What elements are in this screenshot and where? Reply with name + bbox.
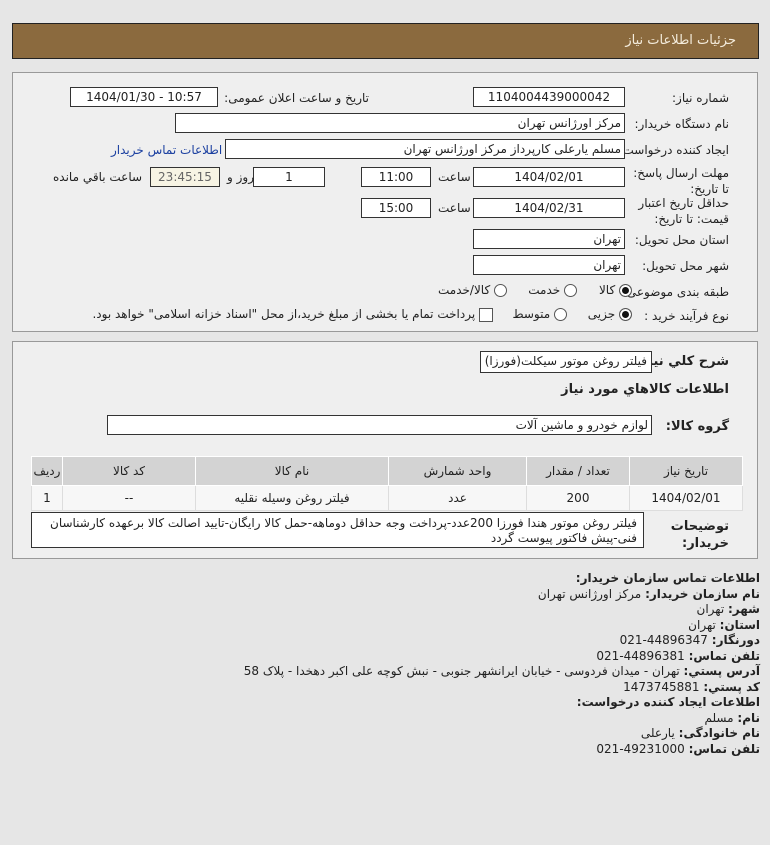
category-radio-goods[interactable]: کالا (599, 283, 632, 297)
validity-label: حداقل تاریخ اعتبار قیمت: تا تاریخ: (638, 196, 729, 226)
goods-group-label: گروه کالا: (665, 419, 729, 434)
goods-section-title: اطلاعات کالاهاي مورد نیاز (561, 382, 729, 397)
creator-phone-value: 49231000-021 (596, 741, 685, 756)
city-label: شهر: (728, 602, 760, 616)
process-label: نوع فرآیند خرید : (644, 309, 729, 323)
process-radio-medium[interactable]: متوسط (512, 307, 567, 321)
family-value: یارعلی (640, 726, 675, 740)
radio-icon (494, 284, 507, 297)
description-label: شرح کلي نیاز: (635, 354, 729, 369)
deadline-label: مهلت ارسال پاسخ: تا تاریخ: (633, 166, 729, 196)
creator-label: ایجاد کننده درخواست: (618, 143, 729, 157)
announce-field: 1404/01/30 - 10:57 (70, 87, 218, 107)
deadline-date-field: 1404/02/01 (473, 167, 625, 187)
table-header-row: ردیف کد کالا نام کالا واحد شمارش تعداد /… (31, 456, 743, 486)
validity-time-label: ساعت (438, 201, 471, 215)
category-label: طبقه بندی موضوعی: (622, 285, 729, 299)
cell-name: فیلتر روغن وسیله نقلیه (195, 485, 389, 511)
option-label: جزیی (587, 307, 616, 321)
org-label: نام سازمان خریدار: (645, 586, 760, 601)
phone-label: تلفن تماس: (688, 648, 760, 663)
announce-label: تاریخ و ساعت اعلان عمومی: (224, 91, 369, 105)
province-value: تهران (688, 617, 716, 632)
deadline-time-label: ساعت (438, 170, 471, 184)
option-label: کالا/خدمت (437, 283, 491, 297)
page-header: جزئیات اطلاعات نیاز (12, 23, 759, 59)
treasury-payment-checkbox[interactable]: پرداخت تمام یا بخشی از مبلغ خرید،از محل … (92, 307, 493, 322)
address-value: تهران - میدان فردوسی - خیابان ایرانشهر ج… (243, 664, 680, 678)
contact-title: اطلاعات تماس سازمان خریدار: (575, 571, 760, 585)
validity-date-field: 1404/02/31 (473, 198, 625, 218)
page-title: جزئیات اطلاعات نیاز (625, 33, 736, 48)
cell-qty: 200 (526, 485, 630, 511)
col-code: کد کالا (62, 456, 196, 486)
description-field: فیلتر روغن موتور سیکلت(فورزا) (479, 351, 652, 373)
fax-value: 44896347-021 (619, 633, 708, 647)
family-label: نام خانوادگی: (678, 726, 760, 740)
days-label: روز و (227, 170, 254, 184)
buyer-org-label: نام دستگاه خریدار: (634, 117, 730, 131)
creator-info-title: اطلاعات ایجاد کننده درخواست: (576, 695, 760, 709)
category-radio-service[interactable]: خدمت (528, 283, 577, 297)
need-number-field: 1104004439000042 (473, 87, 625, 107)
remaining-label: ساعت باقي مانده (53, 170, 143, 184)
col-date: تاریخ نیاز (629, 456, 743, 486)
need-info-panel: شماره نیاز: 1104004439000042 تاریخ و ساع… (12, 72, 758, 332)
option-label: کالا (598, 283, 616, 297)
province-field: تهران (473, 229, 625, 249)
cell-code: -- (62, 485, 196, 511)
name-label: نام: (737, 710, 760, 725)
city-field: تهران (473, 255, 625, 275)
remaining-time-field: 23:45:15 (150, 167, 220, 187)
checkbox-label: پرداخت تمام یا بخشی از مبلغ خرید،از محل … (92, 307, 476, 321)
cell-date: 1404/02/01 (629, 485, 743, 511)
name-value: مسلم (704, 710, 734, 725)
col-qty: تعداد / مقدار (526, 456, 630, 486)
buyer-org-field: مرکز اورژانس تهران (175, 113, 625, 133)
category-radio-both[interactable]: کالا/خدمت (438, 283, 507, 297)
buyer-contact-link[interactable]: اطلاعات تماس خریدار (111, 143, 223, 157)
deadline-time-field: 11:00 (361, 167, 431, 187)
radio-selected-icon (619, 308, 632, 321)
days-field: 1 (253, 167, 325, 187)
fax-label: دورنگار: (711, 633, 760, 647)
postal-label: کد پستي: (703, 679, 760, 694)
radio-icon (564, 284, 577, 297)
creator-phone-label: تلفن تماس: (688, 741, 760, 756)
option-label: متوسط (512, 307, 551, 321)
buyer-contact-info: اطلاعات تماس سازمان خریدار: نام سازمان خ… (244, 571, 760, 757)
col-row: ردیف (31, 456, 63, 486)
province-label: استان محل تحویل: (634, 233, 729, 247)
buyer-notes-label: توضیحات خریدار: (670, 519, 729, 551)
creator-field: مسلم یارعلی کارپرداز مرکز اورژانس تهران (225, 139, 625, 159)
cell-unit: عدد (388, 485, 527, 511)
radio-selected-icon (619, 284, 632, 297)
table-row: 1 -- فیلتر روغن وسیله نقلیه عدد 200 1404… (31, 485, 743, 511)
need-number-label: شماره نیاز: (672, 91, 729, 105)
cell-row: 1 (31, 485, 63, 511)
col-name: نام کالا (195, 456, 389, 486)
validity-time-field: 15:00 (361, 198, 431, 218)
province-label: استان: (719, 617, 760, 632)
col-unit: واحد شمارش (388, 456, 527, 486)
checkbox-icon (479, 307, 493, 322)
org-value: مرکز اورژانس تهران (537, 586, 642, 601)
goods-table: ردیف کد کالا نام کالا واحد شمارش تعداد /… (31, 456, 743, 511)
need-summary-panel: شرح کلي نیاز: فیلتر روغن موتور سیکلت(فور… (12, 341, 758, 559)
option-label: خدمت (528, 283, 561, 297)
radio-icon (554, 308, 567, 321)
city-value: تهران (696, 602, 725, 616)
goods-group-field: لوازم خودرو و ماشین آلات (107, 415, 652, 435)
phone-value: 44896381-021 (596, 648, 685, 663)
address-label: آدرس پستي: (683, 664, 760, 678)
process-radio-minor[interactable]: جزیی (588, 307, 632, 321)
postal-value: 1473745881 (623, 679, 700, 694)
city-label: شهر محل تحویل: (642, 259, 729, 273)
buyer-notes-field: فیلتر روغن موتور هندا فورزا 200عدد-پرداخ… (31, 512, 644, 548)
